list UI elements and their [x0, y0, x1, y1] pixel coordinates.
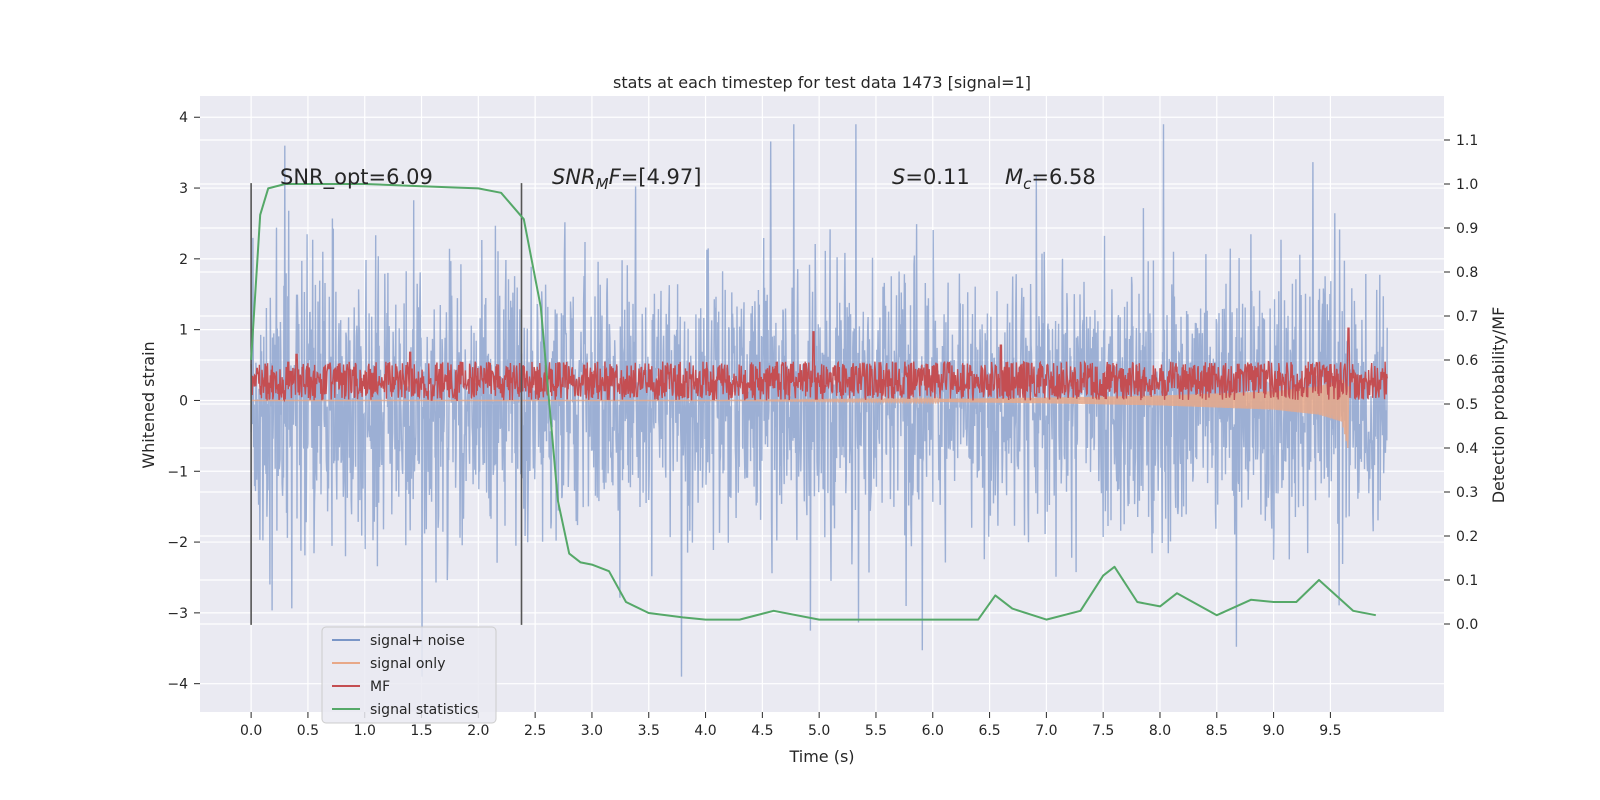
y2-axis-label: Detection probability/MF [1489, 307, 1508, 504]
y-tick-label: 1 [179, 323, 188, 339]
legend-label-mf: MF [370, 679, 390, 695]
annotation-snr-mf-value: =[4.97] [621, 165, 702, 189]
y-tick-label: 0 [179, 393, 188, 409]
series-signal-only-line [251, 379, 1350, 449]
x-tick-label: 8.0 [1149, 723, 1171, 739]
axes-layer: 0.0 0.5 1.0 1.5 2.0 2.5 3.0 3.5 4.0 4.5 5.0 5.5 6.0 6… [167, 110, 1478, 739]
x-tick-label: 8.5 [1206, 723, 1228, 739]
legend-label-signal-statistics: signal statistics [370, 702, 478, 718]
chart-title: stats at each timestep for test data 147… [613, 73, 1031, 92]
series-mf-line [250, 327, 1388, 403]
legend-box [321, 626, 497, 724]
y-tick-label: 2 [179, 252, 188, 268]
x-tick-label: 7.0 [1035, 723, 1057, 739]
x-tick-label: 7.5 [1092, 723, 1114, 739]
data-layer [250, 124, 1388, 677]
y2-tick-label: 0.1 [1456, 573, 1478, 589]
y-tick-label: −1 [167, 464, 188, 480]
x-tick-label: 4.0 [694, 723, 716, 739]
x-tick-label: 3.0 [581, 723, 603, 739]
x-tick-label: 5.5 [865, 723, 887, 739]
annotation-s-symbol: S [892, 165, 905, 189]
x-tick-label: 9.0 [1262, 723, 1284, 739]
x-tick-label: 1.5 [410, 723, 432, 739]
x-tick-label: 3.5 [638, 723, 660, 739]
legend-label-signal-noise: signal+ noise [370, 633, 465, 649]
x-tick-label: 6.5 [978, 723, 1000, 739]
annotation-snr-mf-f: F [609, 165, 622, 189]
annotation-mc-base: M [1005, 165, 1023, 189]
y2-tick-label: 1.1 [1456, 133, 1478, 149]
y-tick-label: −3 [167, 606, 188, 622]
annotation-s-value: S=0.11 [892, 165, 970, 189]
annotations: SNR_opt=6.09 SNRMF=[4.97] S=0.11 Mc=6.58 [280, 165, 1096, 193]
y2-tick-label: 0.4 [1456, 441, 1478, 457]
y-tick-label: 4 [179, 110, 188, 126]
annotation-snr-mf-base: SNR [552, 165, 596, 189]
y2-tick-label: 0.7 [1456, 309, 1478, 325]
y-tick-label: −2 [167, 535, 188, 551]
y2-tick-label: 0.6 [1456, 353, 1478, 369]
annotation-mc-sub: c [1023, 175, 1032, 193]
y-tick-label: −4 [167, 677, 188, 693]
x-tick-label: 1.0 [354, 723, 376, 739]
x-tick-label: 4.5 [751, 723, 773, 739]
x-tick-label: 9.5 [1319, 723, 1341, 739]
annotation-s-number: =0.11 [905, 165, 969, 189]
y-axis-label: Whitened strain [139, 341, 158, 468]
annotation-snr-opt: SNR_opt=6.09 [280, 165, 433, 190]
annotation-mc-number: =6.58 [1031, 165, 1095, 189]
legend-label-signal-only: signal only [370, 656, 445, 672]
y2-tick-label: 0.0 [1456, 617, 1478, 633]
annotation-snr-mf: SNRMF=[4.97] [552, 165, 701, 193]
y2-tick-label: 0.3 [1456, 485, 1478, 501]
annotation-mc-value: Mc=6.58 [1005, 165, 1096, 193]
y2-tick-label: 0.2 [1456, 529, 1478, 545]
x-tick-label: 2.0 [467, 723, 489, 739]
series-signal-statistics-line [250, 183, 1376, 621]
y2-tick-label: 0.8 [1456, 265, 1478, 281]
annotation-snr-mf-sub: M [596, 175, 609, 193]
legend: signal+ noise signal only MF signal stat… [321, 626, 497, 724]
y2-tick-label: 0.5 [1456, 397, 1478, 413]
y2-tick-label: 1.0 [1456, 177, 1478, 193]
x-tick-label: 2.5 [524, 723, 546, 739]
y-tick-label: 3 [179, 181, 188, 197]
x-tick-label: 0.5 [297, 723, 319, 739]
y2-tick-label: 0.9 [1456, 221, 1478, 237]
x-tick-label: 6.0 [922, 723, 944, 739]
x-tick-label: 5.0 [808, 723, 830, 739]
x-axis-label: Time (s) [788, 747, 854, 766]
series-signal-noise-line [250, 124, 1388, 677]
x-tick-label: 0.0 [240, 723, 262, 739]
